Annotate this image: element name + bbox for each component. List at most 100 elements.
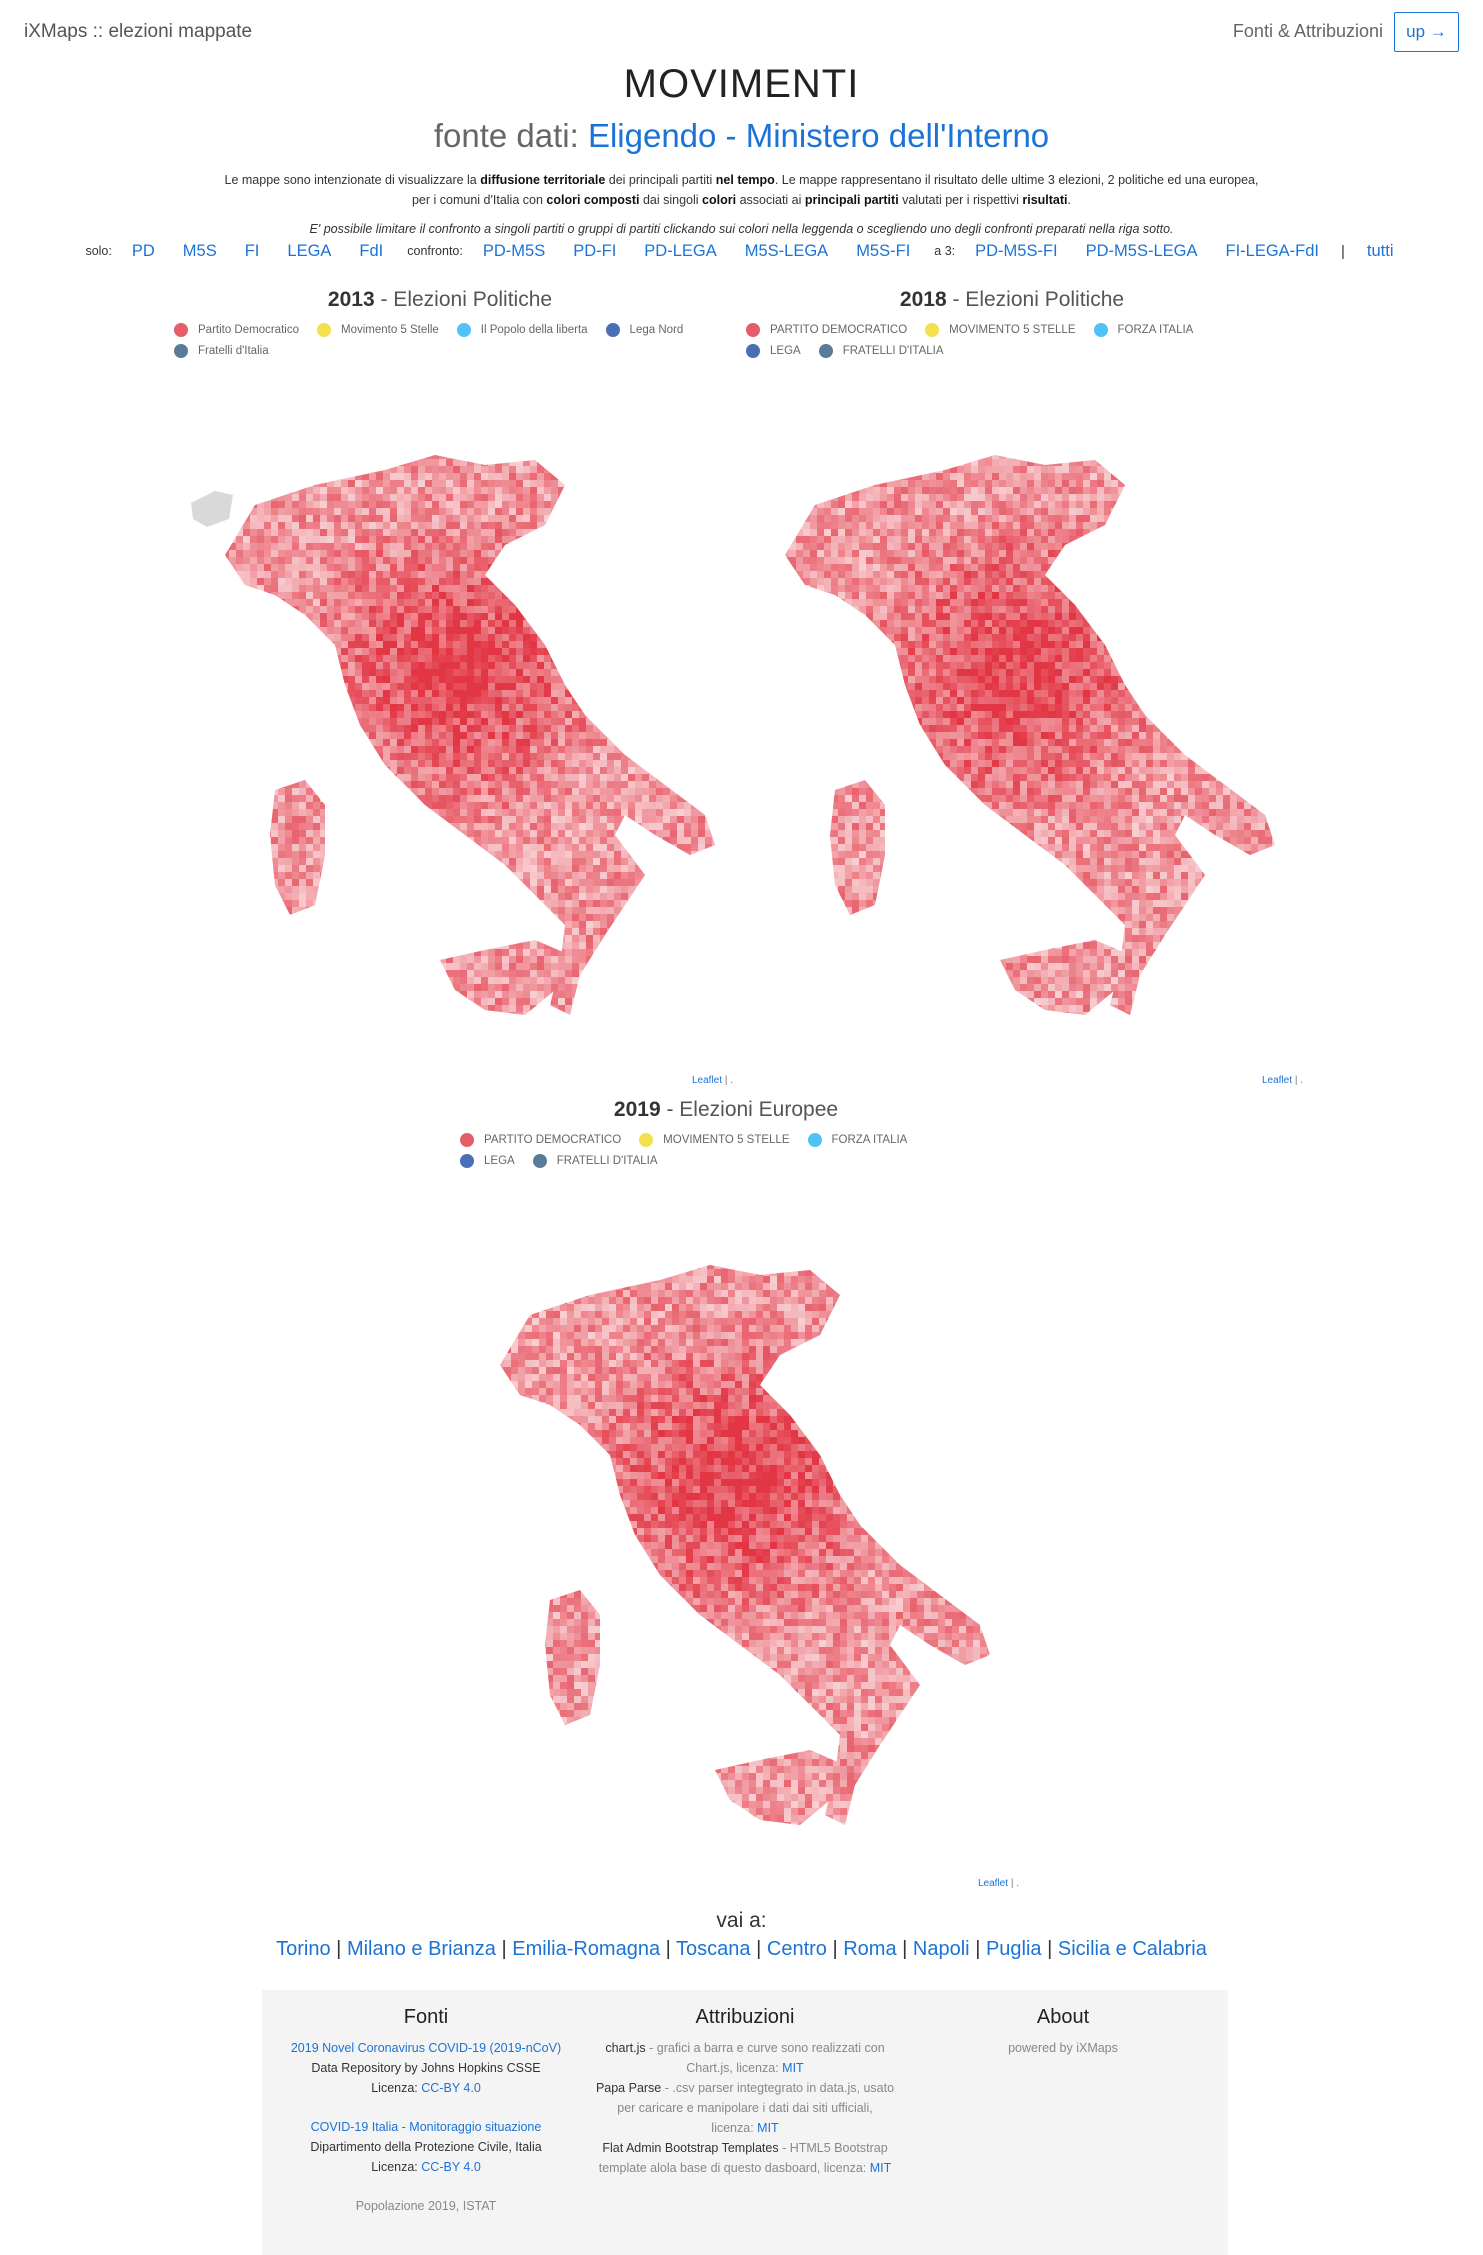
filter-fi-lega-fdi[interactable]: FI-LEGA-FdI: [1225, 241, 1320, 260]
footer: Fonti 2019 Novel Coronavirus COVID-19 (2…: [262, 1990, 1228, 2255]
link-sicilia-calabria[interactable]: Sicilia e Calabria: [1057, 1938, 1207, 1960]
legend-label: PARTITO DEMOCRATICO: [770, 323, 908, 336]
filter-bar: solo: PD M5S FI LEGA FdI confronto: PD-M…: [0, 238, 1483, 264]
map-year: 2019: [613, 1098, 661, 1121]
legend-item-lega[interactable]: LEGA: [746, 343, 801, 358]
legend-dot: [807, 1132, 822, 1147]
filter-note: E' possibile limitare il confronto a sin…: [309, 222, 1174, 236]
leaflet-link[interactable]: Leaflet: [1262, 1075, 1293, 1086]
filter-m5s-fi[interactable]: M5S-FI: [856, 241, 911, 260]
cc-by-link[interactable]: CC-BY 4.0: [421, 2081, 481, 2095]
link-sep: |: [902, 1938, 908, 1960]
italy-map-svg: [191, 455, 715, 1015]
map-2013: 2013 - Elezioni Politiche Partito Democr…: [170, 288, 710, 364]
link-puglia[interactable]: Puglia: [985, 1938, 1042, 1960]
legend-item-fdi[interactable]: Fratelli d'Italia: [174, 343, 269, 358]
filter-pd-m5s-fi[interactable]: PD-M5S-FI: [975, 241, 1058, 260]
legend-item-lega[interactable]: LEGA: [460, 1153, 515, 1168]
top-navbar: iXMaps :: elezioni mappate Fonti & Attri…: [0, 0, 1483, 64]
license-label: Licenza:: [371, 2160, 418, 2174]
cc-by-link[interactable]: CC-BY 4.0: [421, 2160, 481, 2174]
map-title-text: - Elezioni Politiche: [952, 288, 1125, 311]
mit-link[interactable]: MIT: [782, 2061, 804, 2075]
legend-item-pd[interactable]: Partito Democratico: [174, 322, 299, 337]
italy-map-2013[interactable]: [185, 415, 740, 1045]
link-centro[interactable]: Centro: [766, 1938, 827, 1960]
filter-pd-lega[interactable]: PD-LEGA: [644, 241, 717, 260]
filter-pd-fi[interactable]: PD-FI: [573, 241, 617, 260]
attr-name: Flat Admin Bootstrap Templates: [602, 2141, 779, 2155]
legend-item-fi[interactable]: FORZA ITALIA: [1093, 322, 1193, 337]
legend-label: FRATELLI D'ITALIA: [556, 1154, 658, 1167]
data-source-link[interactable]: Eligendo - Ministero dell'Interno: [587, 117, 1050, 154]
map-shading: [785, 455, 1275, 1015]
up-button[interactable]: up →: [1394, 12, 1459, 52]
map-attribution: Leaflet | .: [692, 1075, 733, 1086]
map-shading: [500, 1265, 990, 1825]
legend-dot: [605, 322, 620, 337]
link-torino[interactable]: Torino: [276, 1938, 331, 1960]
link-napoli[interactable]: Napoli: [912, 1938, 970, 1960]
legend-item-fdi[interactable]: FRATELLI D'ITALIA: [818, 343, 944, 358]
map-legend: PARTITO DEMOCRATICO MOVIMENTO 5 STELLE F…: [742, 322, 1282, 364]
fonti-attribuzioni-link[interactable]: Fonti & Attribuzioni: [1232, 21, 1383, 41]
legend-dot: [639, 1132, 654, 1147]
link-emilia-romagna[interactable]: Emilia-Romagna: [512, 1938, 661, 1960]
link-sep: |: [832, 1938, 838, 1960]
filter-solo-pd[interactable]: PD: [131, 241, 155, 260]
filter-solo-fdi[interactable]: FdI: [359, 241, 384, 260]
filter-solo-lega[interactable]: LEGA: [287, 241, 332, 260]
link-roma[interactable]: Roma: [843, 1938, 897, 1960]
legend-item-m5s[interactable]: MOVIMENTO 5 STELLE: [925, 322, 1076, 337]
legend-item-pd[interactable]: PARTITO DEMOCRATICO: [460, 1132, 621, 1147]
legend-item-fi[interactable]: FORZA ITALIA: [807, 1132, 907, 1147]
filter-pd-m5s[interactable]: PD-M5S: [482, 241, 546, 260]
jhu-text: Data Repository by Johns Hopkins CSSE: [311, 2061, 541, 2075]
brand-link[interactable]: iXMaps :: elezioni mappate: [24, 21, 253, 42]
leaflet-link[interactable]: Leaflet: [692, 1075, 723, 1086]
desc-bold: colori: [702, 193, 737, 207]
mit-link[interactable]: MIT: [757, 2121, 779, 2135]
fonti-title: Fonti: [403, 2006, 449, 2028]
legend-dot: [460, 1153, 474, 1168]
leaflet-link[interactable]: Leaflet: [978, 1878, 1009, 1889]
filter-pd-m5s-lega[interactable]: PD-M5S-LEGA: [1085, 241, 1198, 260]
legend-item-m5s[interactable]: MOVIMENTO 5 STELLE: [639, 1132, 790, 1147]
map-title-text: - Elezioni Politiche: [380, 288, 553, 311]
desc-bold: risultati: [1022, 193, 1068, 207]
link-sep: |: [756, 1938, 762, 1960]
desc-bold: colori composti: [546, 193, 640, 207]
page-subtitle: fonte dati: Eligendo - Ministero dell'In…: [0, 117, 1483, 155]
attr-papaparse: Papa Parse - .csv parser integtegrato in…: [595, 2078, 895, 2138]
protezione-civile-text: Dipartimento della Protezione Civile, It…: [310, 2140, 542, 2154]
attribution-sep: | .: [1010, 1878, 1019, 1889]
link-sep: |: [665, 1938, 671, 1960]
legend-item-lega[interactable]: Lega Nord: [605, 322, 683, 337]
subtitle-prefix: fonte dati:: [433, 117, 579, 154]
desc-text: valutati per i rispettivi: [902, 193, 1019, 207]
license-label: Licenza:: [371, 2081, 418, 2095]
link-toscana[interactable]: Toscana: [676, 1938, 751, 1960]
italy-map-2018[interactable]: [745, 415, 1300, 1045]
legend-dot: [746, 322, 760, 337]
mit-link[interactable]: MIT: [869, 2161, 892, 2175]
jhu-link[interactable]: 2019 Novel Coronavirus COVID-19 (2019-nC…: [290, 2041, 562, 2055]
istat-text: Popolazione 2019, ISTAT: [355, 2199, 497, 2213]
link-sep: |: [336, 1938, 342, 1960]
desc-text: .: [1067, 193, 1071, 207]
legend-item-m5s[interactable]: Movimento 5 Stelle: [316, 322, 439, 337]
filter-tutti[interactable]: tutti: [1366, 241, 1394, 260]
protezione-civile-link[interactable]: COVID-19 Italia - Monitoraggio situazion…: [310, 2120, 542, 2134]
map-attribution: Leaflet | .: [1262, 1075, 1303, 1086]
legend-item-pdl[interactable]: Il Popolo della liberta: [456, 322, 588, 337]
legend-dot: [1093, 322, 1108, 337]
legend-item-fdi[interactable]: FRATELLI D'ITALIA: [532, 1153, 658, 1168]
link-milano-brianza[interactable]: Milano e Brianza: [346, 1938, 496, 1960]
legend-label: Movimento 5 Stelle: [340, 323, 439, 336]
link-sep: |: [501, 1938, 507, 1960]
filter-m5s-lega[interactable]: M5S-LEGA: [744, 241, 829, 260]
legend-item-pd[interactable]: PARTITO DEMOCRATICO: [746, 322, 907, 337]
italy-map-2019[interactable]: [460, 1225, 1015, 1855]
filter-solo-fi[interactable]: FI: [244, 241, 260, 260]
filter-solo-m5s[interactable]: M5S: [182, 241, 217, 260]
